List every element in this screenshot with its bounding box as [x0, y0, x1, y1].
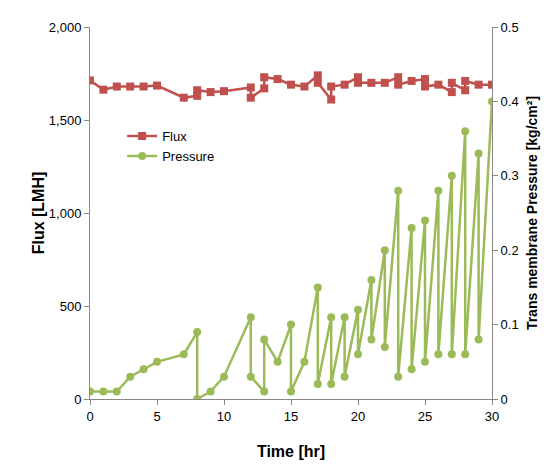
svg-text:0.3: 0.3 — [501, 168, 519, 183]
svg-text:0.4: 0.4 — [501, 94, 519, 109]
svg-text:1,000: 1,000 — [49, 206, 82, 221]
svg-text:Time [hr]: Time [hr] — [257, 443, 325, 460]
svg-text:Flux [LMH]: Flux [LMH] — [30, 172, 47, 255]
svg-text:0: 0 — [501, 392, 508, 407]
svg-text:Pressure: Pressure — [162, 149, 214, 164]
svg-text:25: 25 — [418, 409, 432, 424]
svg-text:0: 0 — [74, 392, 81, 407]
svg-text:Trans membrane Pressure [kg/cm: Trans membrane Pressure [kg/cm²] — [524, 96, 540, 330]
svg-text:5: 5 — [153, 409, 160, 424]
svg-text:0.1: 0.1 — [501, 317, 519, 332]
svg-text:2,000: 2,000 — [49, 20, 82, 35]
svg-text:1,500: 1,500 — [49, 113, 82, 128]
svg-text:15: 15 — [284, 409, 298, 424]
svg-text:30: 30 — [485, 409, 499, 424]
svg-text:0.2: 0.2 — [501, 243, 519, 258]
svg-text:Flux: Flux — [162, 129, 187, 144]
svg-text:500: 500 — [60, 299, 82, 314]
svg-text:20: 20 — [351, 409, 365, 424]
svg-text:10: 10 — [217, 409, 231, 424]
svg-text:0.5: 0.5 — [501, 20, 519, 35]
svg-text:0: 0 — [86, 409, 93, 424]
